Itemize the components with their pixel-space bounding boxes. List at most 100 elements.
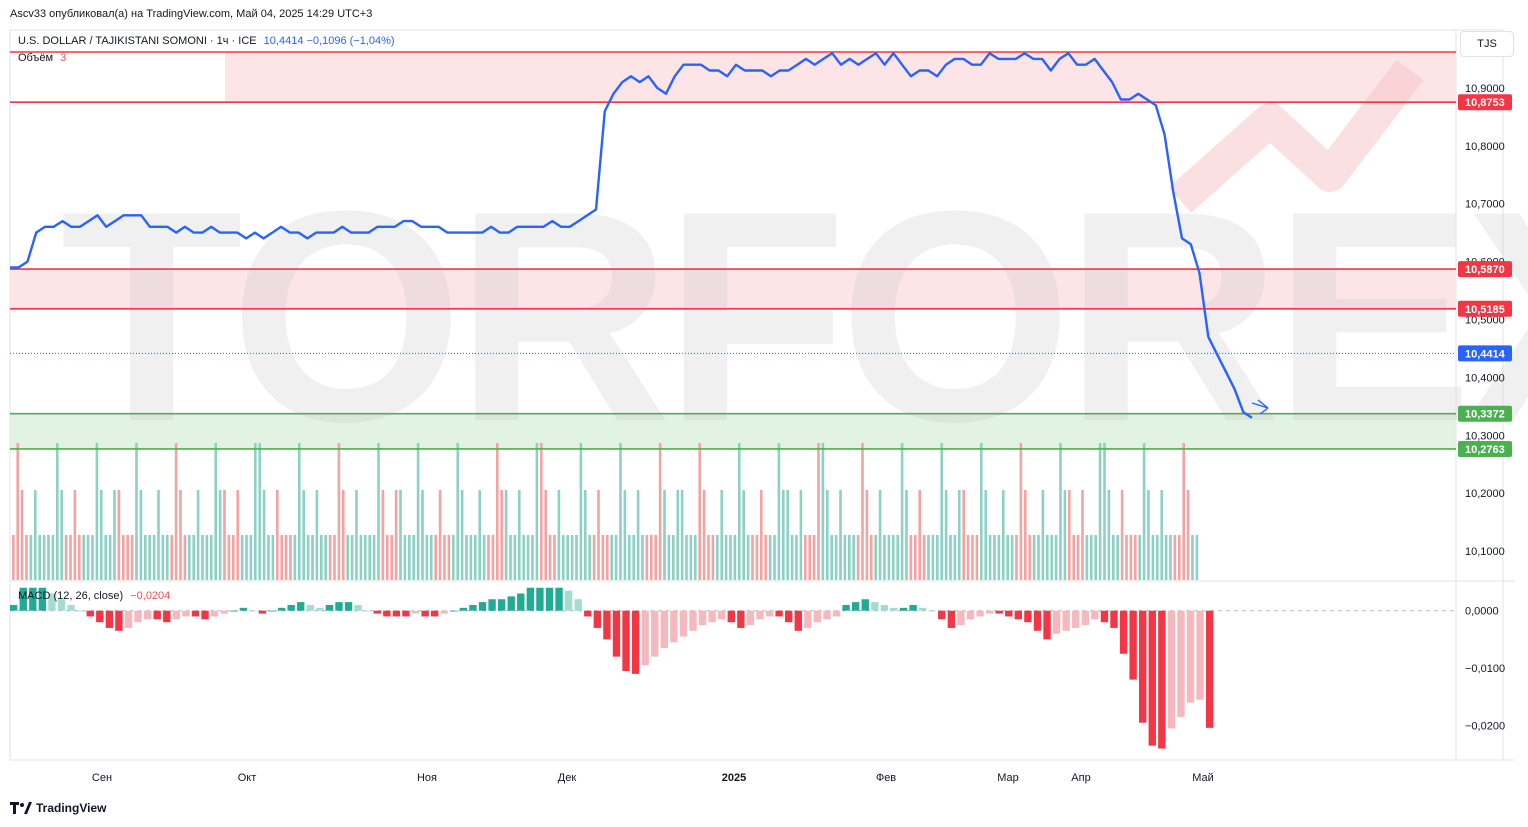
volume-bar (38, 535, 41, 580)
volume-bar (465, 535, 468, 580)
macd-bar (1100, 610, 1109, 623)
volume-bar (306, 535, 310, 580)
volume-bar (808, 535, 811, 580)
currency-button[interactable]: TJS (1460, 31, 1514, 57)
volume-bar (865, 490, 869, 580)
volume-bar (416, 443, 420, 580)
macd-tick-label: −0,0200 (1465, 721, 1505, 733)
volume-bar (1142, 443, 1146, 580)
macd-bar (1177, 610, 1185, 717)
macd-bar (918, 607, 927, 611)
macd-bar (239, 607, 247, 611)
macd-bar (115, 610, 123, 631)
volume-bar (931, 535, 935, 580)
volume-bar (166, 535, 169, 580)
volume-bar (16, 443, 19, 580)
volume-bar (1107, 490, 1111, 580)
macd-bar (335, 602, 343, 611)
volume-bar (364, 535, 367, 580)
macd-bar (1139, 610, 1147, 723)
volume-bar (320, 535, 323, 580)
x-tick-label: Май (1192, 772, 1214, 784)
volume-bar (122, 535, 125, 580)
volume-bar (64, 535, 68, 580)
macd-bar (651, 610, 659, 657)
macd-bar (383, 610, 391, 617)
tradingview-footer[interactable]: TradingView (10, 801, 106, 815)
macd-bar (842, 604, 850, 611)
volume-legend[interactable]: Объём 3 (18, 52, 66, 64)
volume-bar (390, 535, 393, 580)
volume-bar (315, 490, 319, 580)
macd-bar (277, 607, 286, 611)
macd-bar (459, 607, 468, 611)
macd-legend[interactable]: MACD (12, 26, close) −0,0204 (18, 590, 170, 602)
macd-bar (96, 610, 104, 623)
macd-bar (325, 604, 334, 611)
volume-bar (421, 490, 424, 580)
macd-bar (584, 610, 592, 617)
macd-bar (306, 604, 314, 611)
volume-bar (1138, 535, 1141, 580)
volume-bar (896, 535, 899, 580)
volume-bar (504, 490, 508, 580)
volume-bar (874, 535, 877, 580)
macd-bar (268, 610, 276, 612)
macd-bar (1014, 610, 1023, 620)
macd-bar (469, 604, 477, 611)
volume-bar (746, 535, 750, 580)
volume-bar (606, 535, 609, 580)
volume-bar (1182, 443, 1185, 580)
volume-bar (658, 443, 662, 580)
macd-bar (497, 599, 506, 611)
price-badge-label: 10,4414 (1465, 348, 1506, 360)
volume-bar (760, 490, 763, 580)
macd-bar (38, 587, 47, 611)
volume-bar (359, 535, 363, 580)
macd-bar (1072, 610, 1080, 628)
volume-bar (276, 490, 279, 580)
volume-bar (971, 535, 974, 580)
macd-bar (182, 610, 190, 617)
x-tick-label: Мар (997, 772, 1019, 784)
volume-bar (280, 535, 283, 580)
volume-bar (201, 535, 204, 580)
volume-bar (940, 443, 943, 580)
volume-bar (1046, 535, 1049, 580)
volume-bar (82, 535, 85, 580)
price-badge (1458, 440, 1512, 457)
volume-bar (482, 535, 486, 580)
footer-brand: TradingView (36, 801, 107, 815)
volume-bar (1068, 490, 1071, 580)
macd-bar (1091, 610, 1099, 620)
volume-bar (1098, 443, 1102, 580)
macd-bar (392, 610, 401, 617)
macd-bar (555, 587, 563, 611)
volume-bar (966, 535, 970, 580)
macd-bar (670, 610, 678, 643)
macd-bar (153, 610, 161, 620)
volume-bar (262, 490, 266, 580)
macd-label: MACD (12, 26, close) (18, 590, 124, 602)
macd-bar (708, 610, 716, 623)
volume-bar (47, 535, 50, 580)
watermark-arrow (1168, 59, 1424, 213)
volume-bar (196, 490, 200, 580)
macd-tick-label: 0,0000 (1465, 606, 1499, 618)
volume-bar (848, 535, 851, 580)
macd-bar (737, 610, 745, 628)
volume-bar (240, 535, 244, 580)
volume-bar (936, 535, 939, 580)
symbol-legend[interactable]: U.S. DOLLAR / TAJIKISTANI SOMONI · 1ч · … (18, 35, 395, 47)
volume-bar (716, 535, 719, 580)
macd-bar (526, 587, 535, 611)
macd-bar (1033, 610, 1042, 631)
y-tick-label: 10,1000 (1465, 546, 1505, 558)
y-tick-label: 10,9000 (1465, 83, 1505, 95)
macd-bar (679, 610, 688, 637)
volume-bar (632, 535, 635, 580)
volume-bar (878, 490, 882, 580)
price-badge (1458, 405, 1512, 422)
volume-bar (350, 535, 354, 580)
